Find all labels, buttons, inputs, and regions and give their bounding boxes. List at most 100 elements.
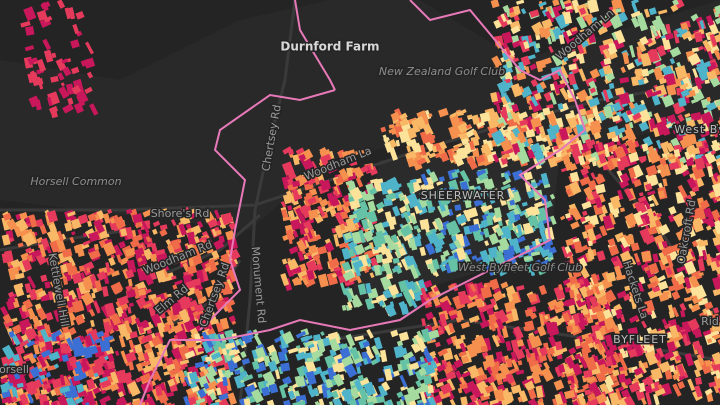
building (301, 276, 309, 286)
building (14, 272, 25, 280)
building (339, 223, 346, 231)
building (537, 220, 546, 233)
building (167, 378, 176, 387)
building (527, 214, 540, 227)
building (641, 250, 652, 263)
building (399, 112, 408, 121)
building (544, 262, 553, 271)
building (290, 218, 302, 231)
building (137, 229, 144, 239)
building (281, 161, 295, 177)
building (89, 249, 101, 260)
building (125, 269, 135, 279)
building (142, 365, 154, 374)
building (549, 215, 557, 226)
building (338, 275, 346, 284)
building (292, 154, 300, 166)
building (460, 181, 470, 194)
building (319, 153, 334, 170)
building (170, 219, 177, 227)
building (99, 398, 108, 405)
building (354, 267, 361, 277)
building (4, 250, 14, 263)
building (468, 223, 480, 233)
building (46, 210, 59, 223)
map-label: West Byfleet Golf Club (458, 261, 582, 274)
building (384, 142, 393, 153)
building (35, 218, 44, 228)
building (614, 29, 626, 44)
map-label: BYFLEET (613, 333, 667, 346)
map-label: Rid (701, 315, 719, 328)
building (142, 302, 153, 309)
building (375, 230, 386, 245)
building (124, 351, 137, 363)
building (501, 152, 511, 160)
building (528, 262, 539, 271)
building (438, 107, 449, 118)
building (227, 299, 236, 307)
building (409, 178, 417, 184)
building (680, 22, 690, 33)
building (103, 339, 111, 348)
building (529, 268, 536, 277)
building (67, 219, 72, 226)
building (636, 40, 647, 53)
building (615, 8, 622, 13)
building (529, 63, 537, 71)
building (104, 302, 116, 317)
building (126, 381, 141, 397)
building (434, 246, 442, 254)
building (506, 251, 517, 265)
building (296, 188, 303, 196)
building (516, 224, 523, 237)
building (292, 230, 299, 238)
building (38, 243, 47, 258)
building (81, 400, 90, 405)
building (388, 124, 395, 129)
building (22, 231, 37, 247)
building (178, 206, 190, 214)
building (1, 234, 11, 246)
building (521, 201, 528, 207)
building (314, 176, 320, 186)
map-label: Durnford Farm (280, 40, 379, 54)
building (43, 323, 49, 330)
building (388, 284, 400, 297)
building (490, 92, 499, 103)
building (150, 253, 158, 263)
building (8, 291, 15, 298)
building (36, 307, 48, 321)
building (215, 229, 222, 235)
building (52, 260, 62, 268)
building (118, 334, 126, 348)
building (93, 243, 99, 251)
building (348, 213, 358, 220)
building (126, 289, 137, 299)
building (478, 172, 489, 181)
building (369, 187, 378, 196)
building (195, 312, 209, 327)
building (177, 250, 188, 264)
building (178, 223, 187, 236)
building (218, 216, 227, 229)
building (56, 238, 67, 253)
building (0, 306, 10, 318)
building (400, 225, 413, 238)
building (216, 300, 226, 307)
building (463, 209, 471, 222)
building (590, 120, 602, 132)
building (87, 213, 97, 222)
building (174, 279, 184, 286)
building (473, 199, 484, 207)
building (129, 208, 138, 216)
building (54, 266, 66, 281)
building (31, 315, 41, 328)
building (161, 276, 172, 283)
building (346, 167, 354, 177)
building (375, 254, 384, 264)
building (518, 209, 529, 217)
building (71, 231, 76, 236)
building (172, 323, 184, 334)
building (280, 362, 291, 372)
